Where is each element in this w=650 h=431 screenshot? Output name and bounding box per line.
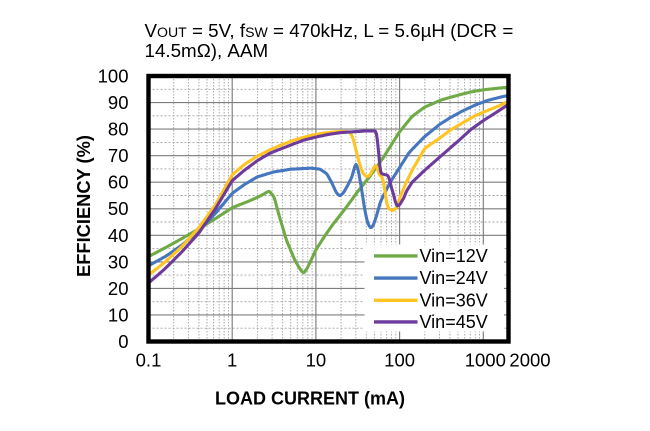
svg-text:60: 60 <box>108 172 129 193</box>
svg-text:Vin=36V: Vin=36V <box>420 290 488 310</box>
svg-text:2000: 2000 <box>509 350 550 371</box>
svg-text:80: 80 <box>108 119 129 140</box>
svg-text:Vin=45V: Vin=45V <box>420 312 488 332</box>
svg-text:EFFICIENCY (%): EFFICIENCY (%) <box>73 135 94 277</box>
svg-text:100: 100 <box>384 350 415 371</box>
svg-text:0.1: 0.1 <box>136 350 162 371</box>
svg-text:70: 70 <box>108 145 129 166</box>
svg-text:10: 10 <box>108 304 129 325</box>
svg-text:VOUT = 5V, fSW = 470kHz, L = 5: VOUT = 5V, fSW = 470kHz, L = 5.6µH (DCR … <box>145 20 514 41</box>
svg-text:1: 1 <box>227 350 237 371</box>
svg-text:10: 10 <box>306 350 327 371</box>
svg-text:40: 40 <box>108 225 129 246</box>
svg-text:90: 90 <box>108 92 129 113</box>
svg-text:100: 100 <box>98 66 129 87</box>
svg-text:14.5mΩ), AAM: 14.5mΩ), AAM <box>145 40 269 61</box>
svg-text:Vin=12V: Vin=12V <box>420 246 488 266</box>
svg-text:50: 50 <box>108 198 129 219</box>
svg-text:LOAD CURRENT (mA): LOAD CURRENT (mA) <box>215 389 405 409</box>
svg-text:1000: 1000 <box>465 350 506 371</box>
svg-text:30: 30 <box>108 251 129 272</box>
svg-text:20: 20 <box>108 278 129 299</box>
svg-text:0: 0 <box>118 331 128 352</box>
svg-text:Vin=24V: Vin=24V <box>420 268 488 288</box>
